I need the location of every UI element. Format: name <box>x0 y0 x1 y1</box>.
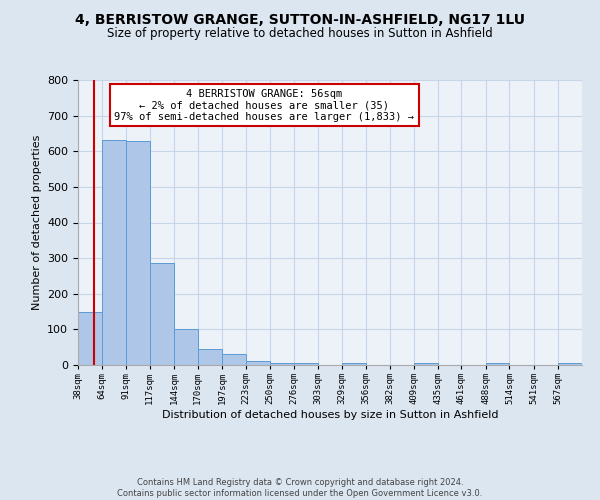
Bar <box>174 329 197 365</box>
Bar <box>149 263 174 365</box>
Y-axis label: Number of detached properties: Number of detached properties <box>32 135 41 310</box>
Bar <box>486 363 509 365</box>
Bar <box>126 142 149 365</box>
Text: Contains HM Land Registry data © Crown copyright and database right 2024.
Contai: Contains HM Land Registry data © Crown c… <box>118 478 482 498</box>
Text: 4 BERRISTOW GRANGE: 56sqm
← 2% of detached houses are smaller (35)
97% of semi-d: 4 BERRISTOW GRANGE: 56sqm ← 2% of detach… <box>115 88 415 122</box>
Bar <box>415 363 438 365</box>
Text: 4, BERRISTOW GRANGE, SUTTON-IN-ASHFIELD, NG17 1LU: 4, BERRISTOW GRANGE, SUTTON-IN-ASHFIELD,… <box>75 12 525 26</box>
X-axis label: Distribution of detached houses by size in Sutton in Ashfield: Distribution of detached houses by size … <box>162 410 498 420</box>
Bar <box>197 348 222 365</box>
Bar <box>101 140 126 365</box>
Bar <box>342 363 366 365</box>
Bar <box>245 362 270 365</box>
Bar <box>78 312 101 365</box>
Bar <box>222 354 245 365</box>
Bar <box>270 363 294 365</box>
Bar <box>294 363 318 365</box>
Bar <box>557 363 582 365</box>
Text: Size of property relative to detached houses in Sutton in Ashfield: Size of property relative to detached ho… <box>107 28 493 40</box>
